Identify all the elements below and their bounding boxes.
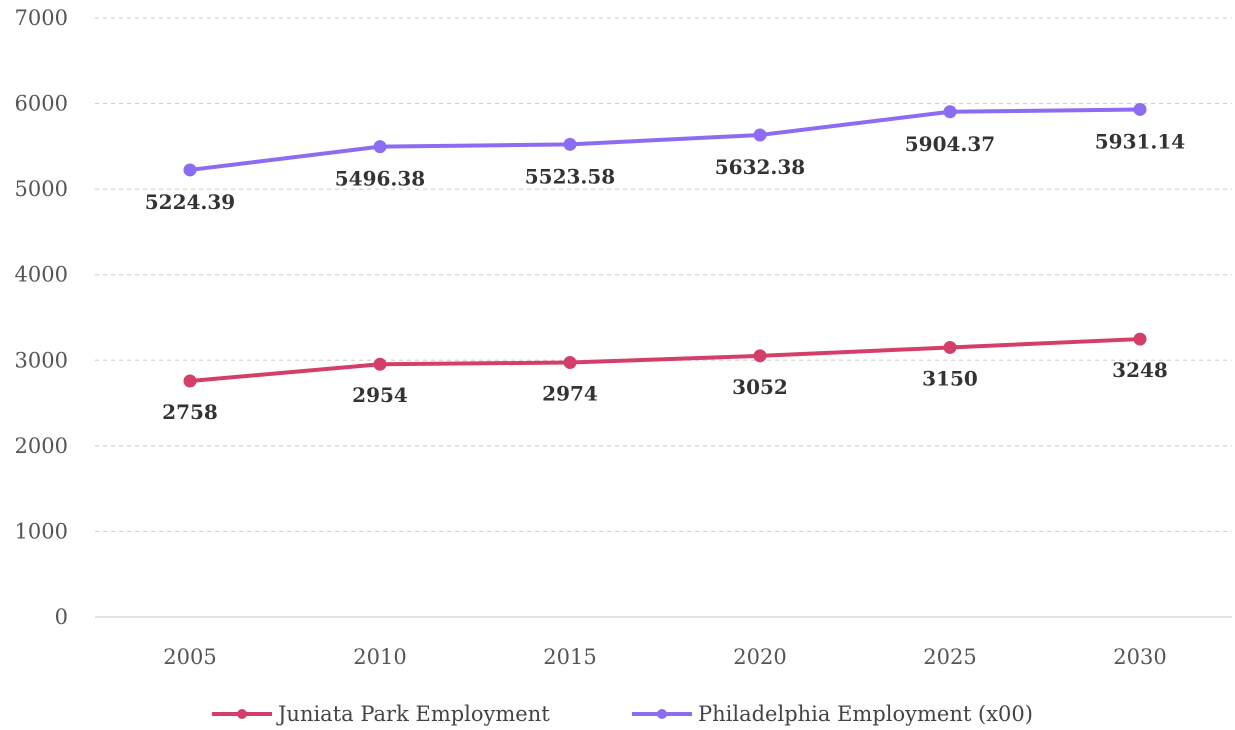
data-point [183,374,197,388]
data-label: 2954 [352,383,408,407]
data-point [943,105,957,119]
data-point [373,357,387,371]
series-line-1 [188,107,1142,172]
data-label: 5931.14 [1095,129,1186,153]
data-point [1133,332,1147,346]
data-point [753,349,767,363]
data-point [373,140,387,154]
legend: Juniata Park Employment Philadelphia Emp… [212,702,1033,726]
data-label: 3248 [1112,358,1168,382]
data-point [1133,102,1147,116]
data-label: 2758 [162,400,218,424]
y-gridlines [95,17,1232,618]
x-tick-label: 2005 [163,645,216,669]
data-label: 5224.39 [145,190,235,214]
legend-label-juniata: Juniata Park Employment [276,702,550,726]
legend-item-juniata[interactable]: Juniata Park Employment [212,702,550,726]
x-axis-tick-labels: 2005 2010 2015 2020 2025 2030 [163,645,1166,669]
data-label: 5496.38 [335,167,425,191]
series-line-0 [188,337,1142,383]
y-tick-label: 1000 [15,519,68,543]
legend-label-philadelphia: Philadelphia Employment (x00) [698,702,1033,726]
data-label: 5904.37 [905,132,995,156]
legend-swatch-marker-philadelphia [657,709,667,719]
y-tick-label: 7000 [15,6,68,30]
y-tick-label: 0 [55,605,68,629]
legend-swatch-marker-juniata [237,709,247,719]
x-tick-label: 2010 [353,645,406,669]
data-label: 5632.38 [715,155,805,179]
x-tick-label: 2020 [733,645,786,669]
y-tick-label: 6000 [15,92,68,116]
y-tick-label: 2000 [15,434,68,458]
data-point [563,137,577,151]
data-point [753,128,767,142]
x-tick-label: 2030 [1113,645,1166,669]
legend-item-philadelphia[interactable]: Philadelphia Employment (x00) [632,702,1033,726]
series-lines [188,107,1142,383]
y-tick-label: 3000 [15,348,68,372]
data-point [563,356,577,370]
y-axis-tick-labels: 0 1000 2000 3000 4000 5000 6000 7000 [15,6,68,629]
data-label: 3052 [732,375,788,399]
x-tick-label: 2015 [543,645,596,669]
y-tick-label: 4000 [15,263,68,287]
data-label: 3150 [922,366,978,390]
data-label: 2974 [542,382,598,406]
data-labels: 2758 2954 2974 3052 3150 3248 5224.39 5496.38 55… [145,129,1186,424]
data-point [183,163,197,177]
data-label: 5523.58 [525,164,615,188]
series-points [183,102,1147,388]
y-tick-label: 5000 [15,177,68,201]
data-point [943,340,957,354]
x-tick-label: 2025 [923,645,976,669]
